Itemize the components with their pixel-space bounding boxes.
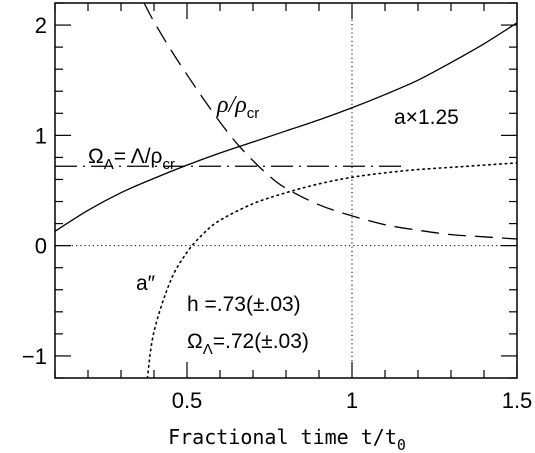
rho-label: ρ/ρcr [216,92,259,122]
a-double-prime-label: a″ [136,272,156,295]
x-tick-label: 0.5 [172,388,203,413]
series-layer [55,3,517,378]
omega-annotation: ΩΛ=.72(±.03) [187,330,309,358]
x-tick-label: 1.5 [502,388,533,413]
omega-lambda-label: ΩΛ= Λ/ρcr [88,145,175,173]
h-annotation: h =.73(±.03) [187,293,301,316]
a-scaled-label: a×1.25 [394,106,459,129]
y-tick-label: −1 [22,344,47,369]
x-axis-label: Fractional time t/t0 [168,425,406,453]
x-tick-label: 1 [346,388,358,413]
y-tick-label: 1 [35,123,47,148]
y-tick-label: 2 [35,13,47,38]
reference-lines [55,3,517,378]
a-scaled-curve [55,22,517,232]
axis-ticks: 0.5 1 1.5 −1 0 1 2 [22,2,533,413]
y-tick-label: 0 [35,234,47,259]
a-double-prime-curve [146,162,517,378]
density-ratio-curve [143,3,517,240]
